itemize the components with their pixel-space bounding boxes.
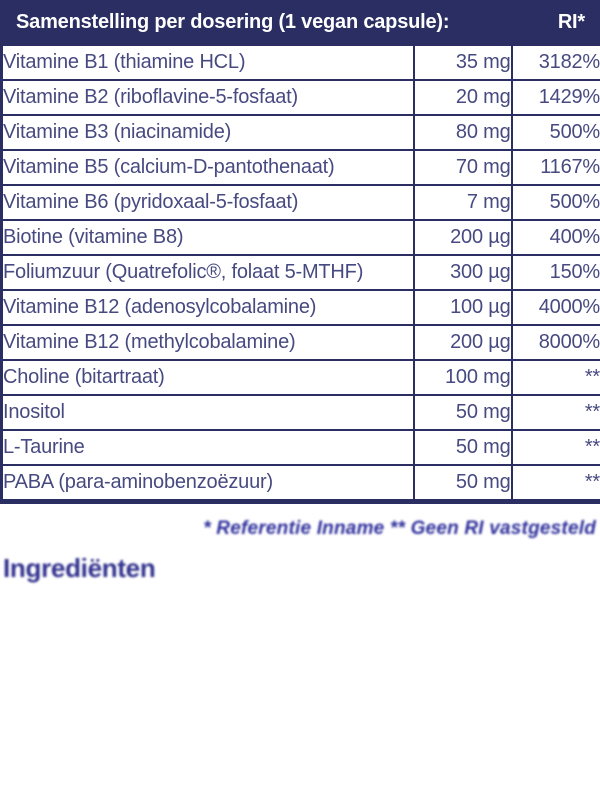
- ingredient-amount-cell: 70 mg: [412, 149, 513, 186]
- table-row: Biotine (vitamine B8) 200 µg 400%: [0, 219, 600, 256]
- ingredient-ri-cell: 4000%: [510, 289, 600, 326]
- ingredient-name-cell: Foliumzuur (Quatrefolic®, folaat 5-MTHF): [0, 254, 415, 291]
- ingredient-table-body: Vitamine B1 (thiamine HCL) 35 mg 3182% V…: [0, 44, 600, 503]
- ingredient-name-cell: Vitamine B2 (riboflavine-5-fosfaat): [0, 79, 415, 116]
- ingredient-amount-cell: 200 µg: [412, 219, 513, 256]
- table-row: Vitamine B12 (methylcobalamine) 200 µg 8…: [0, 324, 600, 361]
- ingredient-amount-cell: 300 µg: [412, 254, 513, 291]
- table-row: Inositol 50 mg **: [0, 394, 600, 431]
- ingredient-amount-cell: 7 mg: [412, 184, 513, 221]
- table-header: Samenstelling per dosering (1 vegan caps…: [0, 0, 600, 44]
- ingredient-name-cell: Inositol: [0, 394, 415, 431]
- footnote: * Referentie Inname ** Geen RI vastgeste…: [203, 518, 596, 539]
- ingredient-ri-cell: 1429%: [510, 79, 600, 116]
- ingredient-name-cell: Biotine (vitamine B8): [0, 219, 415, 256]
- ingredient-ri-cell: **: [510, 429, 600, 466]
- table-row: Foliumzuur (Quatrefolic®, folaat 5-MTHF)…: [0, 254, 600, 291]
- ingredient-amount-cell: 80 mg: [412, 114, 513, 151]
- ingredient-ri-cell: 500%: [510, 184, 600, 221]
- ingredient-name-cell: Vitamine B1 (thiamine HCL): [0, 44, 415, 81]
- table-row: Vitamine B6 (pyridoxaal-5-fosfaat) 7 mg …: [0, 184, 600, 221]
- ingredient-amount-cell: 100 µg: [412, 289, 513, 326]
- ingredients-heading: Ingrediënten: [3, 553, 156, 583]
- ingredient-ri-cell: 400%: [510, 219, 600, 256]
- ingredient-amount-cell: 50 mg: [412, 429, 513, 466]
- table-row: Vitamine B1 (thiamine HCL) 35 mg 3182%: [0, 44, 600, 81]
- ingredient-name-cell: Choline (bitartraat): [0, 359, 415, 396]
- ingredient-name-cell: Vitamine B6 (pyridoxaal-5-fosfaat): [0, 184, 415, 221]
- table-row: Vitamine B12 (adenosylcobalamine) 100 µg…: [0, 289, 600, 326]
- ingredient-amount-cell: 35 mg: [412, 44, 513, 81]
- ingredient-ri-cell: 8000%: [510, 324, 600, 361]
- table-row: Vitamine B5 (calcium-D-pantothenaat) 70 …: [0, 149, 600, 186]
- ingredient-ri-cell: 3182%: [510, 44, 600, 81]
- ingredient-ri-cell: 500%: [510, 114, 600, 151]
- table-title: Samenstelling per dosering (1 vegan caps…: [16, 10, 450, 33]
- ingredient-ri-cell: 150%: [510, 254, 600, 291]
- ingredient-ri-cell: **: [510, 394, 600, 431]
- ingredient-ri-cell: 1167%: [510, 149, 600, 186]
- ingredient-name-cell: PABA (para-aminobenzoëzuur): [0, 464, 415, 503]
- table-row: Vitamine B2 (riboflavine-5-fosfaat) 20 m…: [0, 79, 600, 116]
- ingredient-amount-cell: 20 mg: [412, 79, 513, 116]
- ingredient-name-cell: Vitamine B3 (niacinamide): [0, 114, 415, 151]
- ri-column-header: RI*: [557, 10, 585, 33]
- ingredient-name-cell: L-Taurine: [0, 429, 415, 466]
- ingredient-ri-cell: **: [510, 464, 600, 503]
- table-row: PABA (para-aminobenzoëzuur) 50 mg **: [0, 464, 600, 503]
- ingredient-amount-cell: 200 µg: [412, 324, 513, 361]
- table-row: Choline (bitartraat) 100 mg **: [0, 359, 600, 396]
- table-row: L-Taurine 50 mg **: [0, 429, 600, 466]
- ingredient-amount-cell: 50 mg: [412, 394, 513, 431]
- ingredient-amount-cell: 50 mg: [412, 464, 513, 503]
- ingredient-amount-cell: 100 mg: [412, 359, 513, 396]
- ingredient-name-cell: Vitamine B5 (calcium-D-pantothenaat): [0, 149, 415, 186]
- ingredient-name-cell: Vitamine B12 (adenosylcobalamine): [0, 289, 415, 326]
- ingredient-ri-cell: **: [510, 359, 600, 396]
- ingredient-name-cell: Vitamine B12 (methylcobalamine): [0, 324, 415, 361]
- ingredient-table: Vitamine B1 (thiamine HCL) 35 mg 3182% V…: [0, 44, 600, 504]
- table-row: Vitamine B3 (niacinamide) 80 mg 500%: [0, 114, 600, 151]
